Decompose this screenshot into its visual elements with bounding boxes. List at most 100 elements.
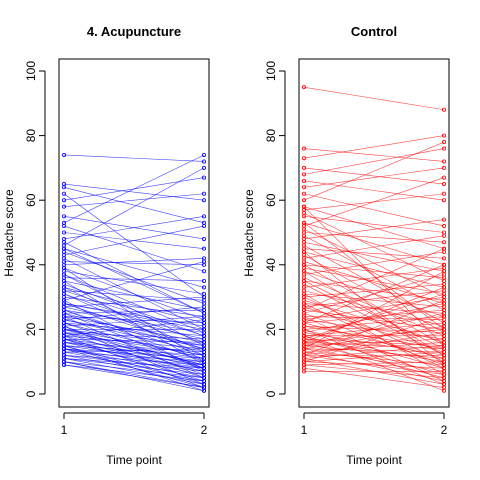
series-line <box>303 264 445 346</box>
series-line <box>303 316 445 362</box>
series-line <box>63 351 205 379</box>
series-line <box>63 283 205 337</box>
data-point <box>62 266 67 271</box>
data-point <box>301 320 306 325</box>
data-point <box>201 327 206 332</box>
chart-marks <box>62 152 206 393</box>
series-line <box>303 251 445 288</box>
data-point <box>441 291 446 296</box>
y-tick-label: 40 <box>24 258 38 272</box>
series-line <box>303 312 445 346</box>
series-line <box>63 342 205 362</box>
data-point <box>201 159 206 164</box>
data-point <box>301 291 306 296</box>
y-tick-label: 100 <box>24 61 38 81</box>
series-line <box>303 235 445 259</box>
y-tick-label: 80 <box>24 129 38 143</box>
data-point <box>441 246 446 251</box>
data-point <box>301 85 306 90</box>
series-line <box>303 351 445 382</box>
series-line <box>63 258 205 266</box>
chart-title: Control <box>351 24 397 39</box>
data-point <box>201 295 206 300</box>
series-line <box>63 216 205 240</box>
y-tick-label: 100 <box>264 61 278 81</box>
data-point <box>62 191 67 196</box>
data-point <box>62 204 67 209</box>
data-point <box>62 185 67 190</box>
series-line <box>303 235 445 311</box>
series-line <box>63 319 205 346</box>
data-point <box>201 236 206 241</box>
series-line <box>63 332 205 366</box>
data-point <box>62 311 67 316</box>
data-point <box>441 159 446 164</box>
series-line <box>63 358 205 369</box>
data-point <box>201 152 206 157</box>
data-point <box>441 217 446 222</box>
data-point <box>201 224 206 229</box>
data-point <box>441 285 446 290</box>
x-tick-label: 2 <box>201 423 208 437</box>
series-line <box>303 329 445 385</box>
series-line <box>63 296 205 317</box>
series-line <box>63 332 205 356</box>
data-point <box>441 298 446 303</box>
series-line <box>63 186 205 224</box>
series-line <box>303 264 445 324</box>
series-line <box>303 148 445 175</box>
data-point <box>62 288 67 293</box>
data-point <box>301 314 306 319</box>
series-line <box>63 293 205 343</box>
data-point <box>62 278 67 283</box>
data-point <box>301 278 306 283</box>
series-line <box>303 267 445 288</box>
series-line <box>63 329 205 356</box>
data-point <box>62 362 67 367</box>
data-point <box>62 320 67 325</box>
data-point <box>201 333 206 338</box>
data-point <box>201 353 206 358</box>
y-tick-label: 60 <box>24 193 38 207</box>
data-point <box>441 382 446 387</box>
data-point <box>441 314 446 319</box>
series-line <box>303 300 445 356</box>
data-point <box>441 146 446 151</box>
series-line <box>63 248 205 288</box>
series-line <box>303 135 445 159</box>
series-line <box>303 335 445 392</box>
series-line <box>303 361 445 369</box>
data-point <box>441 198 446 203</box>
series-line <box>63 193 205 298</box>
series-line <box>303 193 445 227</box>
series-line <box>303 248 445 311</box>
chart-title: 4. Acupuncture <box>87 24 181 39</box>
data-point <box>301 204 306 209</box>
series-line <box>63 296 205 308</box>
data-point <box>201 385 206 390</box>
series-line <box>63 361 205 379</box>
data-point <box>441 233 446 238</box>
data-point <box>201 165 206 170</box>
series-line <box>63 193 205 207</box>
data-point <box>441 107 446 112</box>
data-point <box>201 278 206 283</box>
series-line <box>63 358 205 375</box>
x-tick-label: 1 <box>61 423 68 437</box>
series-line <box>303 342 445 353</box>
series-line <box>63 270 205 295</box>
y-axis-label: Headache score <box>242 189 256 277</box>
data-point <box>301 327 306 332</box>
data-point <box>301 185 306 190</box>
data-point <box>201 369 206 374</box>
x-tick-label: 1 <box>301 423 308 437</box>
series-line <box>303 219 445 240</box>
series-line <box>63 354 205 366</box>
series-line <box>303 287 445 343</box>
y-tick-label: 40 <box>264 258 278 272</box>
data-point <box>441 224 446 229</box>
data-point <box>201 346 206 351</box>
series-line <box>303 303 445 333</box>
